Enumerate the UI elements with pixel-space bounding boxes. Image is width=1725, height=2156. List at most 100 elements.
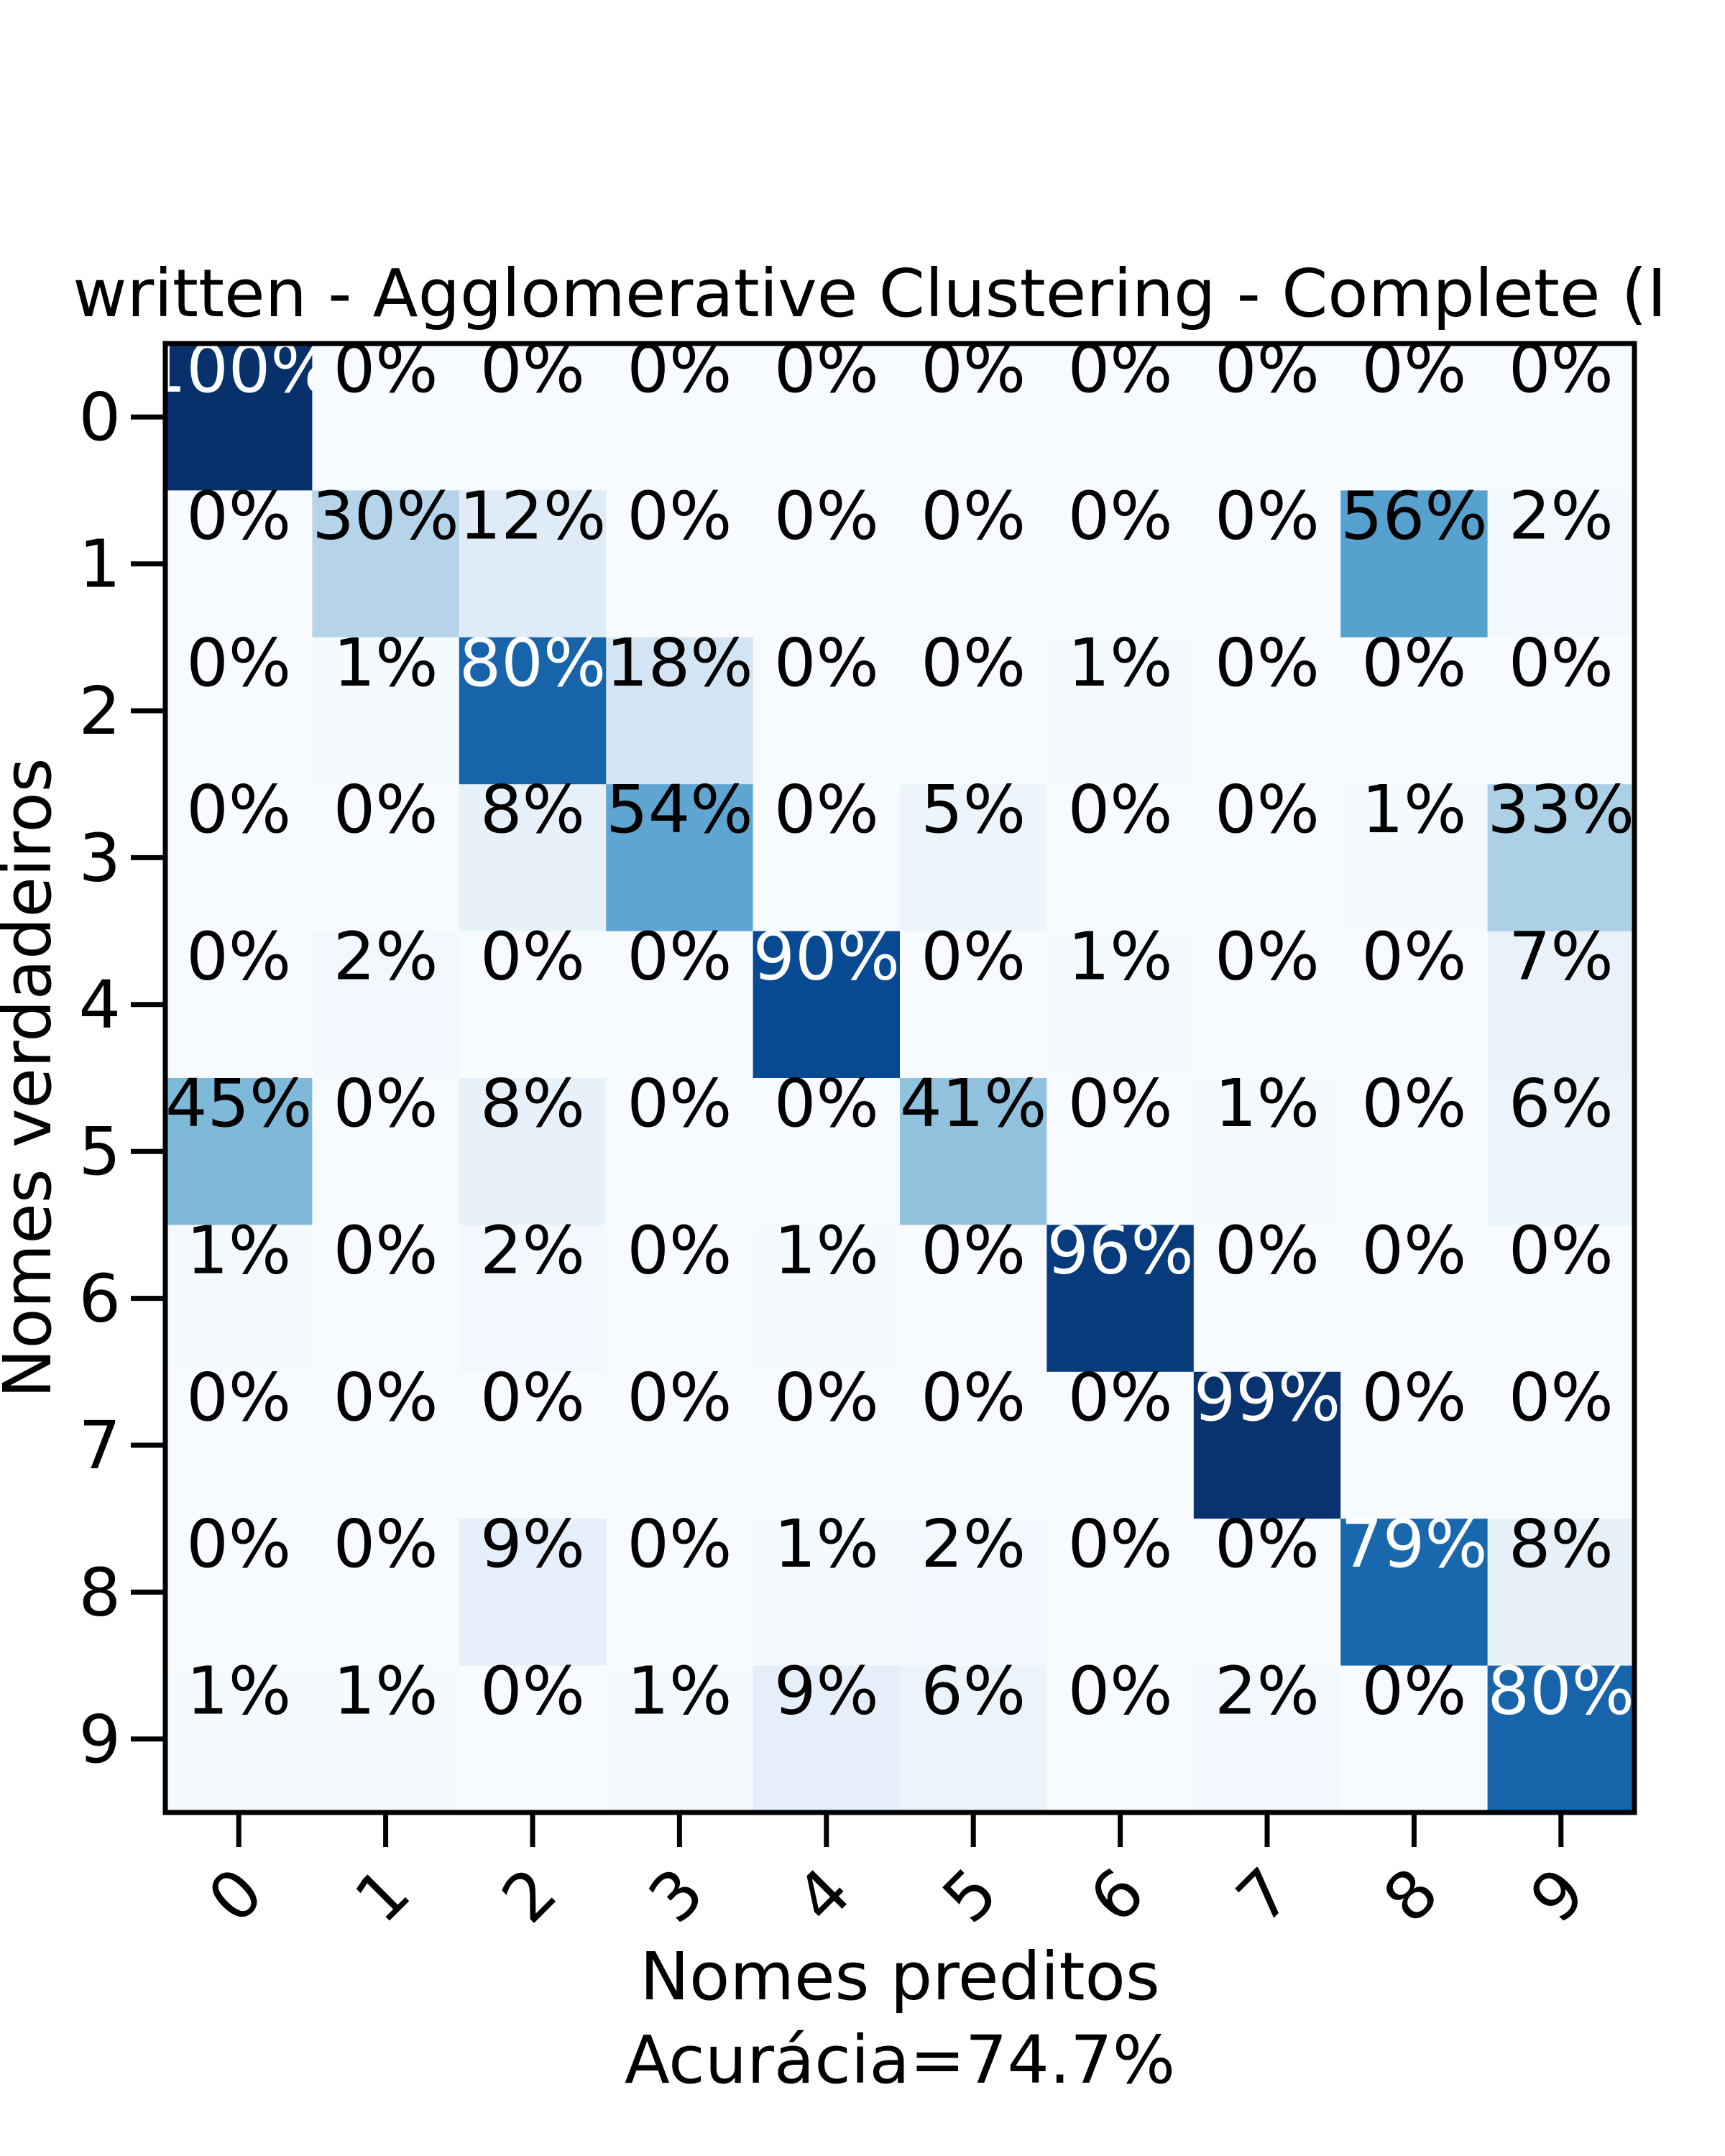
cell-value-label: 1% [1215,1065,1320,1142]
heatmap-cell [165,1371,313,1519]
cell-value-label: 0% [627,918,732,995]
cell-value-label: 0% [1068,771,1173,848]
plot-frame [162,341,1637,1815]
cell-value-label: 0% [627,477,732,554]
y-tick-label: 9 [78,1701,121,1778]
heatmap-cell [1340,1371,1489,1519]
heatmap-cell [1193,1371,1341,1519]
heatmap-cell [312,637,460,785]
cell-value-label: 96% [1046,1212,1193,1289]
x-tick-label: 9 [1516,1853,1600,1938]
heatmap-cell [606,1371,754,1519]
cell-value-label: 0% [334,1506,438,1583]
y-tick-label: 2 [78,673,121,750]
cell-value-label: 1% [334,625,438,701]
cell-value-label: 0% [1215,477,1320,554]
heatmap-cell [312,1665,460,1813]
cell-value-label: 6% [921,1653,1026,1730]
heatmap-cell [1046,490,1195,638]
cell-value-label: 8% [1509,1506,1614,1583]
heatmap-cell [1487,784,1635,932]
cell-value-label: 0% [774,477,879,554]
heatmap-cell [1340,1078,1489,1225]
heatmap-cell [900,344,1047,491]
cell-value-label: 0% [334,771,438,848]
cell-value-label: 0% [774,1359,879,1436]
cell-value-label: 99% [1194,1359,1340,1436]
cell-value-label: 0% [774,771,879,848]
heatmap-cell [165,931,313,1079]
cell-value-label: 0% [1215,1506,1320,1583]
cell-value-label: 1% [627,1653,732,1730]
y-axis-label: Nomes verdadeiros [0,757,66,1398]
cell-value-label: 2% [1215,1653,1320,1730]
heatmap-cell [1193,1225,1341,1373]
heatmap-cell [459,931,607,1079]
heatmap-cell [900,784,1047,932]
heatmap-cell [1046,1519,1195,1667]
y-tick-label: 0 [78,379,121,456]
cell-value-label: 0% [1215,1212,1320,1289]
heatmap-cell [1046,1078,1195,1225]
heatmap-cell [606,1519,754,1667]
cell-value-label: 0% [1068,1065,1173,1142]
cell-value-label: 0% [921,1359,1026,1436]
heatmap-cell [165,637,313,785]
cell-value-label: 80% [1488,1653,1634,1730]
cell-value-label: 5% [921,771,1026,848]
cell-value-label: 0% [1361,918,1466,995]
cell-value-label: 1% [1068,918,1173,995]
cell-value-label: 41% [900,1065,1046,1142]
heatmap-cell [1046,931,1195,1079]
heatmap-cell [165,1519,313,1667]
heatmap-cell [1193,1665,1341,1813]
x-tick-label: 5 [928,1853,1012,1938]
x-tick-label: 4 [781,1853,865,1938]
heatmap-cell [312,344,460,491]
cell-value-label: 90% [753,918,900,995]
heatmap-cell [606,344,754,491]
cell-value-label: 0% [1068,1359,1173,1436]
heatmap-cell [1193,637,1341,785]
cell-value-label: 18% [606,625,753,701]
x-axis-label: Nomes preditos [640,1938,1160,2015]
x-tick-label: 0 [193,1853,277,1938]
cell-value-label: 8% [480,1065,585,1142]
cell-value-label: 54% [606,771,753,848]
heatmap-cell [606,931,754,1079]
cell-value-label: 1% [1361,771,1466,848]
heatmap-cell [1340,931,1489,1079]
heatmap-cell [165,1225,313,1373]
heatmap-cell [165,490,313,638]
cell-value-label: 2% [921,1506,1026,1583]
x-tick-label: 3 [635,1853,719,1938]
heatmap-cell [459,1519,607,1667]
heatmap-cell [753,931,901,1079]
cell-value-label: 0% [1215,625,1320,701]
cell-value-label: 0% [480,1653,585,1730]
cell-value-label: 0% [1068,1653,1173,1730]
y-axis-ticks: 0 1 2 3 4 5 6 7 8 9 [78,379,165,1778]
cell-value-label: 79% [1340,1506,1487,1583]
heatmap-cell [753,1371,901,1519]
cell-value-label: 0% [186,477,291,554]
y-tick-label: 8 [78,1554,121,1631]
cell-value-label: 0% [1361,1359,1466,1436]
cell-value-label: 0% [1361,1065,1466,1142]
heatmap-cell [1046,1371,1195,1519]
cell-value-label: 0% [1215,771,1320,848]
cell-value-label: 0% [921,1212,1026,1289]
heatmap-cell [753,1519,901,1667]
heatmap-cell [459,1665,607,1813]
heatmap-cell [753,637,901,785]
cell-value-label: 6% [1509,1065,1614,1142]
accuracy-label: Acurácia=74.7% [625,2022,1175,2099]
cell-value-label: 0% [186,771,291,848]
y-tick-label: 7 [78,1407,121,1484]
heatmap-cell [1487,931,1635,1079]
heatmap-cell [312,784,460,932]
cell-value-label: 0% [480,1359,585,1436]
cell-value-label: 0% [1509,625,1614,701]
heatmap-cell [1340,637,1489,785]
